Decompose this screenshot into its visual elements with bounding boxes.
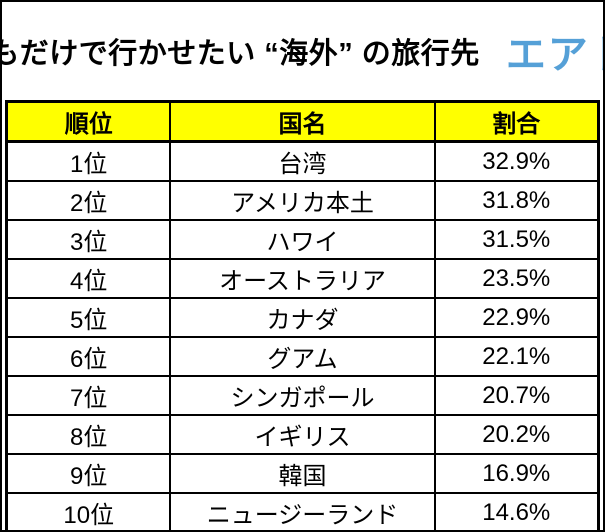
rank-cell: 8位	[5, 414, 172, 455]
rank-cell: 3位	[5, 219, 172, 260]
table-row: 6位 グアム 22.1%	[5, 336, 600, 377]
country-cell: グアム	[169, 336, 436, 377]
country-cell: ニュージーランド	[169, 492, 436, 530]
airtrip-logo: エアトリ	[505, 33, 603, 77]
percent-cell: 23.5%	[433, 258, 600, 299]
header-country: 国名	[169, 100, 436, 143]
table-row: 2位 アメリカ本土 31.8%	[5, 180, 600, 221]
rank-cell: 7位	[5, 375, 172, 416]
country-cell: 台湾	[169, 140, 436, 182]
rank-cell: 9位	[5, 453, 172, 494]
percent-cell: 22.9%	[433, 297, 600, 338]
percent-cell: 14.6%	[433, 492, 600, 530]
header-percent: 割合	[433, 100, 600, 143]
country-cell: シンガポール	[169, 375, 436, 416]
table-row: 3位 ハワイ 31.5%	[5, 219, 600, 260]
percent-cell: 16.9%	[433, 453, 600, 494]
country-cell: イギリス	[169, 414, 436, 455]
table-row: 9位 韓国 16.9%	[5, 453, 600, 494]
title-bar: 子どもだけで行かせたい “海外” の旅行先 エアトリ	[2, 2, 603, 100]
rank-cell: 6位	[5, 336, 172, 377]
rank-cell: 10位	[5, 492, 172, 530]
table-row: 8位 イギリス 20.2%	[5, 414, 600, 455]
rank-cell: 5位	[5, 297, 172, 338]
rank-cell: 4位	[5, 258, 172, 299]
country-cell: オーストラリア	[169, 258, 436, 299]
table-row: 4位 オーストラリア 23.5%	[5, 258, 600, 299]
percent-cell: 31.5%	[433, 219, 600, 260]
header-rank: 順位	[5, 100, 172, 143]
percent-cell: 22.1%	[433, 336, 600, 377]
percent-cell: 31.8%	[433, 180, 600, 221]
table-row: 1位 台湾 32.9%	[5, 140, 600, 182]
country-cell: ハワイ	[169, 219, 436, 260]
percent-cell: 20.7%	[433, 375, 600, 416]
rank-cell: 2位	[5, 180, 172, 221]
country-cell: アメリカ本土	[169, 180, 436, 221]
table-row: 5位 カナダ 22.9%	[5, 297, 600, 338]
ranking-table: 順位 国名 割合 1位 台湾 32.9% 2位 アメリカ本土 31.8% 3位 …	[5, 100, 600, 530]
rank-cell: 1位	[5, 140, 172, 182]
country-cell: カナダ	[169, 297, 436, 338]
page-title: 子どもだけで行かせたい “海外” の旅行先	[2, 38, 480, 70]
table-row: 7位 シンガポール 20.7%	[5, 375, 600, 416]
table-row: 10位 ニュージーランド 14.6%	[5, 492, 600, 530]
table-header-row: 順位 国名 割合	[5, 100, 600, 143]
country-cell: 韓国	[169, 453, 436, 494]
percent-cell: 20.2%	[433, 414, 600, 455]
percent-cell: 32.9%	[433, 140, 600, 182]
